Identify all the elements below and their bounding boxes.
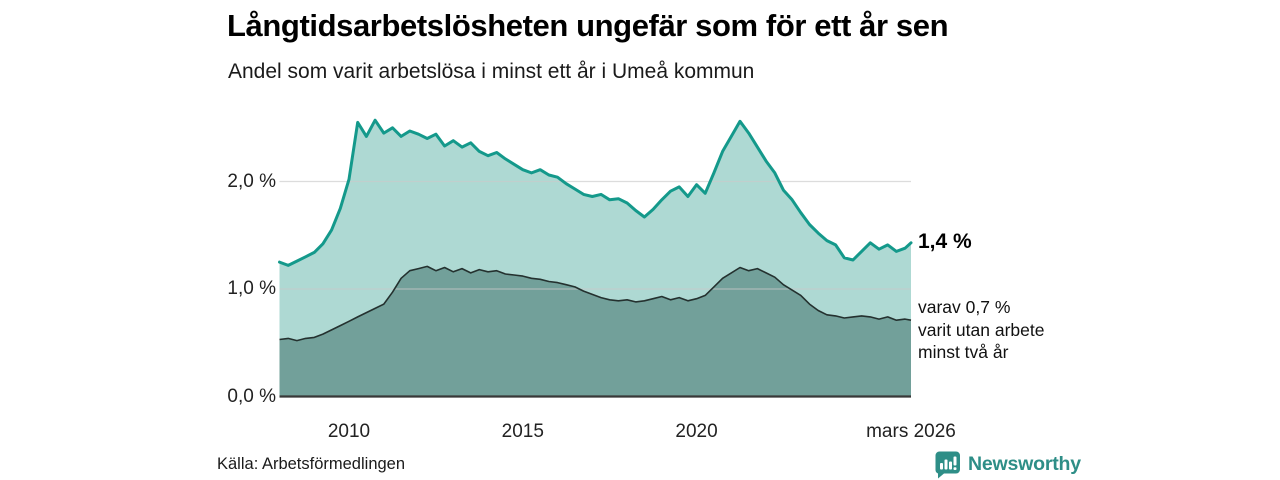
y-tick-1: 1,0 % bbox=[227, 278, 276, 299]
x-tick-2020: 2020 bbox=[675, 421, 718, 442]
chart-title: Långtidsarbetslösheten ungefär som för e… bbox=[227, 8, 949, 43]
source-attribution: Källa: Arbetsförmedlingen bbox=[217, 455, 406, 473]
newsworthy-brand: Newsworthy bbox=[934, 449, 1081, 479]
line-subset bbox=[279, 265, 912, 342]
x-tick-mars-2026: mars 2026 bbox=[866, 421, 956, 442]
area-subset bbox=[279, 266, 911, 397]
newsworthy-brand-text: Newsworthy bbox=[968, 452, 1081, 475]
end-value-label-subset: varav 0,7 % varit utan arbete minst två … bbox=[918, 297, 1045, 362]
newsworthy-logo-icon bbox=[934, 450, 961, 479]
end-value-label-total: 1,4 % bbox=[918, 230, 972, 253]
y-tick-2: 2,0 % bbox=[227, 170, 276, 192]
y-tick-0: 0,0 % bbox=[227, 385, 276, 407]
line-total bbox=[278, 118, 913, 267]
x-tick-2015: 2015 bbox=[501, 421, 544, 442]
chart-subtitle: Andel som varit arbetslösa i minst ett å… bbox=[228, 60, 755, 83]
x-tick-2010: 2010 bbox=[327, 421, 371, 442]
